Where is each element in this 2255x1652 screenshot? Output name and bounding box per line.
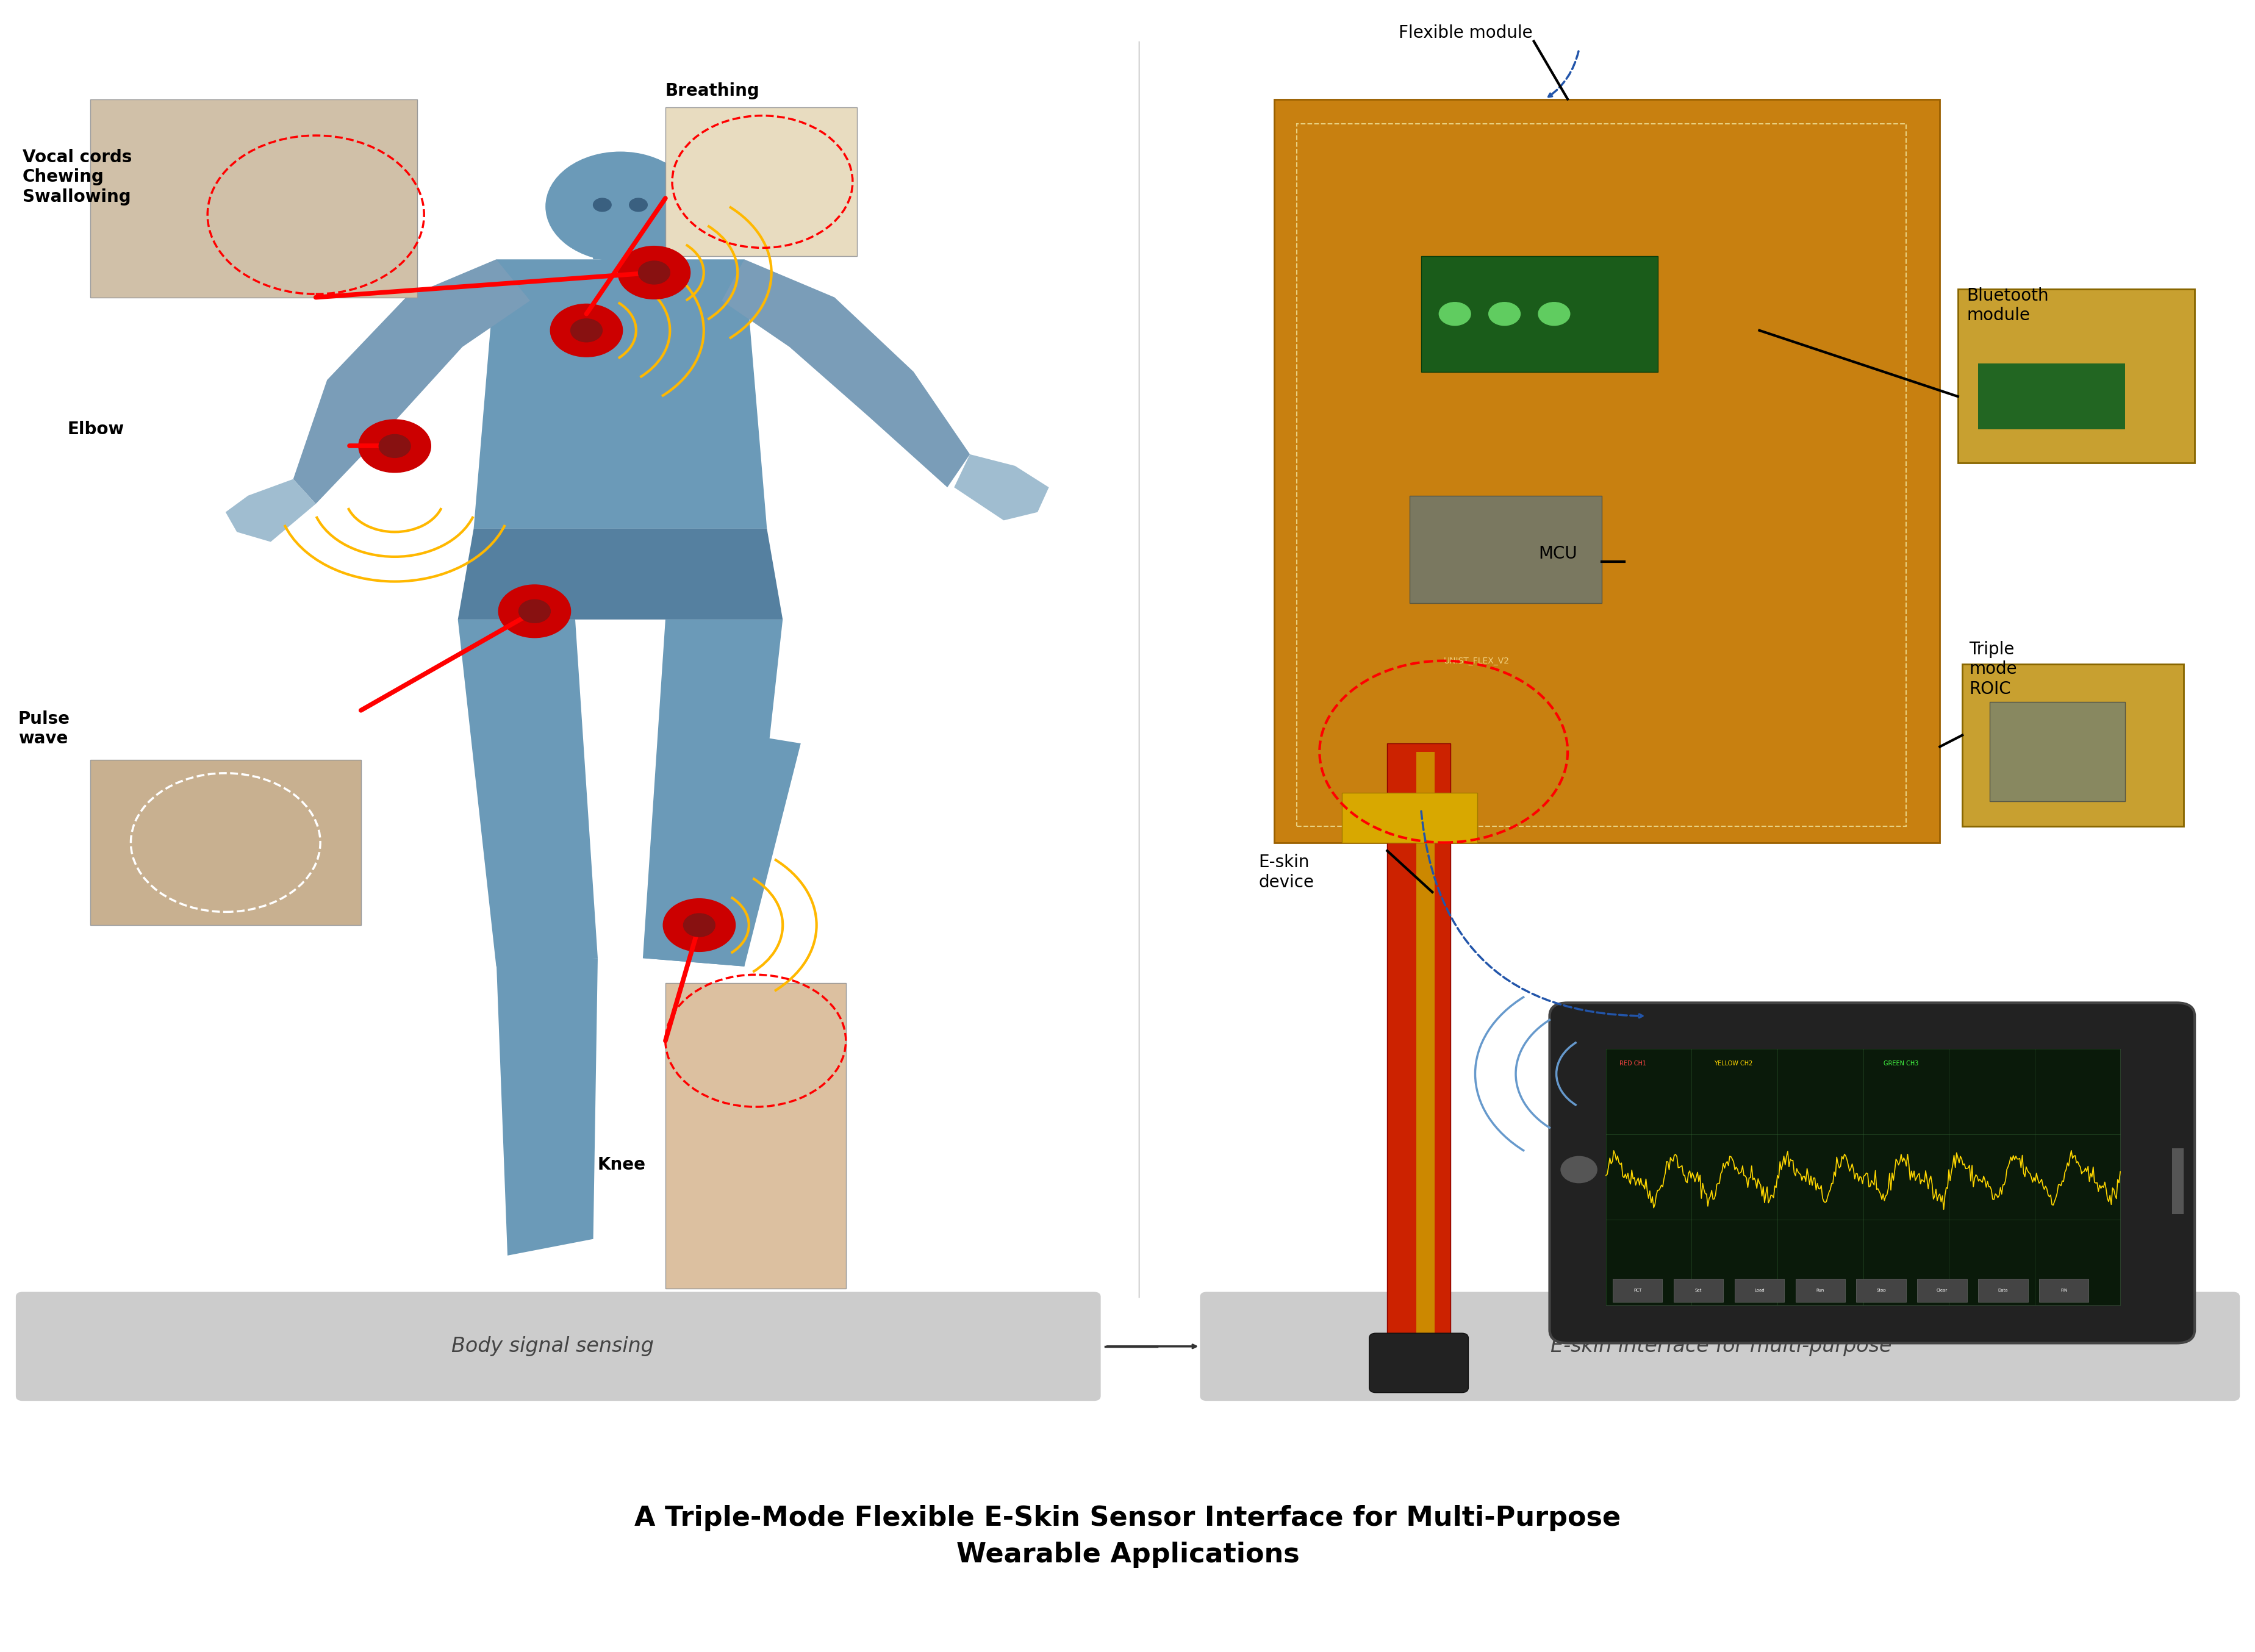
Text: Bluetooth
module: Bluetooth module: [1966, 287, 2048, 324]
Text: Set: Set: [1694, 1289, 1703, 1292]
Text: E-skin
device: E-skin device: [1258, 854, 1315, 890]
Polygon shape: [589, 240, 652, 259]
Text: Clear: Clear: [1937, 1289, 1946, 1292]
FancyBboxPatch shape: [1274, 99, 1939, 843]
FancyBboxPatch shape: [2172, 1148, 2183, 1214]
Text: Body signal sensing: Body signal sensing: [451, 1336, 654, 1356]
FancyBboxPatch shape: [1957, 289, 2194, 463]
Text: Load: Load: [1754, 1289, 1763, 1292]
Polygon shape: [954, 454, 1049, 520]
Polygon shape: [496, 958, 598, 1256]
Text: Run: Run: [1815, 1289, 1824, 1292]
FancyBboxPatch shape: [1606, 1049, 2120, 1305]
Text: RCT: RCT: [1633, 1289, 1642, 1292]
Text: A Triple-Mode Flexible E-Skin Sensor Interface for Multi-Purpose
Wearable Applic: A Triple-Mode Flexible E-Skin Sensor Int…: [634, 1505, 1621, 1568]
Circle shape: [683, 914, 715, 937]
Circle shape: [1439, 302, 1470, 325]
FancyBboxPatch shape: [1734, 1279, 1784, 1302]
Circle shape: [546, 152, 695, 261]
Polygon shape: [722, 259, 970, 487]
FancyBboxPatch shape: [1612, 1279, 1662, 1302]
Text: Knee: Knee: [598, 1156, 645, 1173]
FancyBboxPatch shape: [1387, 743, 1450, 1355]
Text: Stop: Stop: [1876, 1289, 1885, 1292]
Text: Breathing: Breathing: [665, 83, 760, 99]
Polygon shape: [474, 259, 767, 529]
Text: UNIST_FLEX_V2: UNIST_FLEX_V2: [1443, 656, 1509, 666]
Text: Triple
mode
ROIC: Triple mode ROIC: [1969, 641, 2016, 697]
Circle shape: [629, 198, 647, 211]
FancyBboxPatch shape: [90, 760, 361, 925]
Circle shape: [550, 304, 622, 357]
FancyBboxPatch shape: [1342, 793, 1477, 843]
Polygon shape: [293, 259, 530, 504]
FancyBboxPatch shape: [1978, 1279, 2027, 1302]
Circle shape: [571, 319, 602, 342]
Circle shape: [1538, 302, 1569, 325]
Polygon shape: [643, 620, 782, 966]
Text: FIN: FIN: [2059, 1289, 2068, 1292]
Text: MCU: MCU: [1538, 545, 1576, 562]
Circle shape: [638, 261, 670, 284]
FancyBboxPatch shape: [665, 983, 846, 1289]
Text: YELLOW CH2: YELLOW CH2: [1714, 1061, 1752, 1067]
Polygon shape: [226, 479, 316, 542]
Circle shape: [519, 600, 550, 623]
FancyBboxPatch shape: [665, 107, 857, 256]
Text: E-skin interface for multi-purpose: E-skin interface for multi-purpose: [1549, 1336, 1892, 1356]
FancyBboxPatch shape: [90, 99, 417, 297]
FancyBboxPatch shape: [1549, 1003, 2194, 1343]
FancyBboxPatch shape: [1989, 702, 2124, 801]
FancyBboxPatch shape: [1978, 363, 2124, 430]
Polygon shape: [643, 727, 801, 966]
FancyBboxPatch shape: [1917, 1279, 1966, 1302]
Polygon shape: [458, 620, 598, 966]
FancyBboxPatch shape: [1409, 496, 1601, 603]
FancyBboxPatch shape: [16, 1292, 1100, 1401]
Circle shape: [618, 246, 690, 299]
FancyBboxPatch shape: [1200, 1292, 2239, 1401]
FancyBboxPatch shape: [1421, 256, 1657, 372]
Circle shape: [593, 198, 611, 211]
Text: Pulse
wave: Pulse wave: [18, 710, 70, 747]
Circle shape: [663, 899, 735, 952]
Circle shape: [359, 420, 431, 472]
Text: Flexible module: Flexible module: [1398, 25, 1531, 41]
Text: RED CH1: RED CH1: [1619, 1061, 1646, 1067]
Text: Data: Data: [1998, 1289, 2007, 1292]
Polygon shape: [458, 529, 782, 620]
Text: GREEN CH3: GREEN CH3: [1883, 1061, 1919, 1067]
Circle shape: [379, 434, 410, 458]
Circle shape: [1488, 302, 1520, 325]
FancyBboxPatch shape: [1962, 664, 2183, 826]
Circle shape: [498, 585, 571, 638]
Circle shape: [1560, 1156, 1597, 1183]
FancyBboxPatch shape: [1369, 1333, 1468, 1393]
Text: Elbow: Elbow: [68, 421, 124, 438]
FancyBboxPatch shape: [1795, 1279, 1845, 1302]
FancyBboxPatch shape: [1856, 1279, 1905, 1302]
FancyBboxPatch shape: [2039, 1279, 2088, 1302]
Text: Vocal cords
Chewing
Swallowing: Vocal cords Chewing Swallowing: [23, 149, 133, 205]
FancyBboxPatch shape: [1673, 1279, 1723, 1302]
FancyBboxPatch shape: [1416, 752, 1434, 1346]
